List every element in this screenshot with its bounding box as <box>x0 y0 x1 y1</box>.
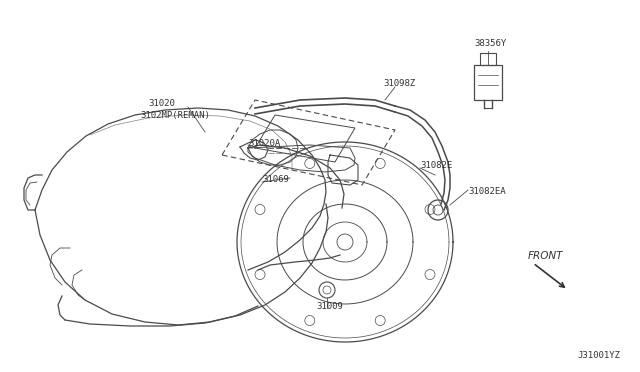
Text: 31082E: 31082E <box>420 161 452 170</box>
Bar <box>474 65 502 100</box>
Text: 3102MP(REMAN): 3102MP(REMAN) <box>140 111 210 120</box>
Text: 31020: 31020 <box>148 99 175 108</box>
Bar <box>480 53 496 65</box>
Text: 38356Y: 38356Y <box>474 39 506 48</box>
Text: 31098Z: 31098Z <box>383 79 415 88</box>
Text: J31001YZ: J31001YZ <box>577 351 620 360</box>
Text: 31009: 31009 <box>317 302 344 311</box>
Text: 31069: 31069 <box>262 175 289 184</box>
Text: 31082EA: 31082EA <box>468 187 506 196</box>
Text: FRONT: FRONT <box>528 251 563 261</box>
Text: 31020A: 31020A <box>248 139 280 148</box>
